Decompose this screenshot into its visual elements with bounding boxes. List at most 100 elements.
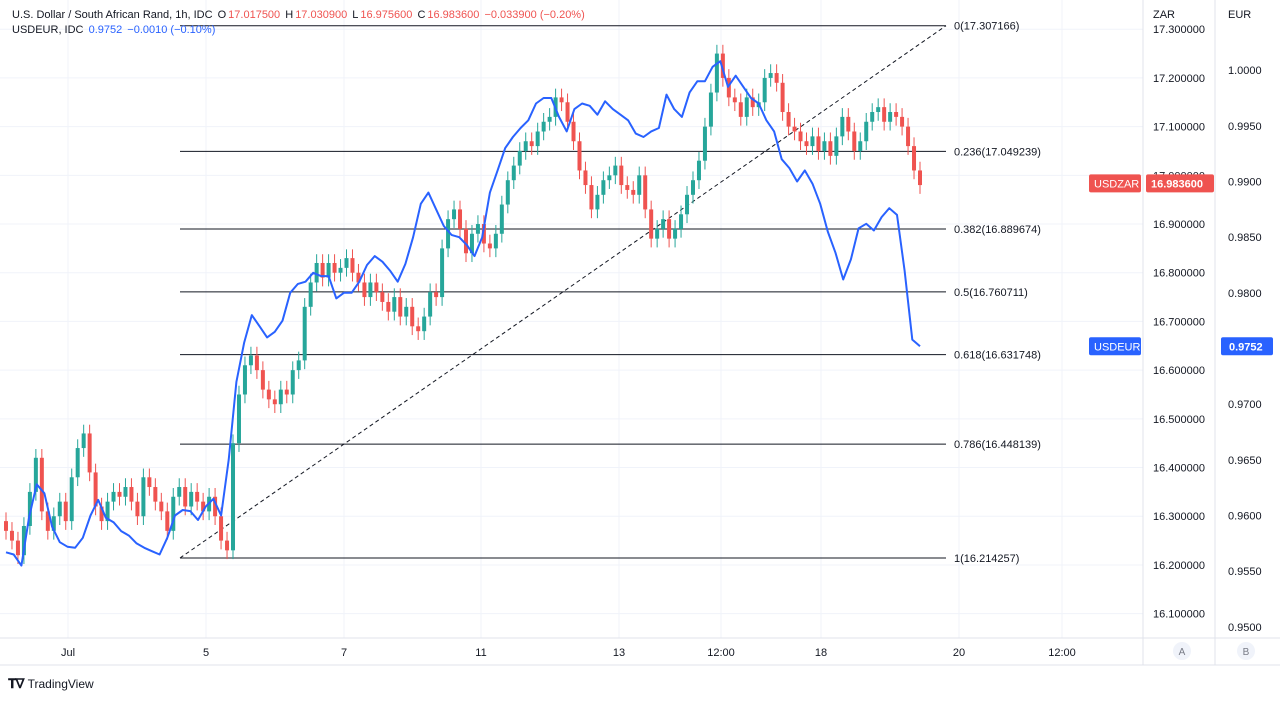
candle-body: [906, 126, 911, 147]
usdzar-price-bg: [1146, 174, 1214, 193]
x-tick-label: 12:00: [707, 647, 735, 659]
brand-name: TradingView: [27, 677, 94, 691]
candle-body: [314, 262, 319, 283]
usdeur-tag-label: USDEUR: [1094, 341, 1141, 353]
candle-body: [159, 501, 164, 512]
candle-body: [272, 399, 277, 405]
candle-body: [912, 146, 917, 171]
candle-body: [278, 389, 283, 405]
candle-body: [398, 297, 403, 317]
candle-body: [201, 501, 206, 512]
candle-body: [284, 389, 289, 395]
open-label: O: [217, 9, 227, 21]
candle-body: [356, 272, 361, 283]
axis-scale-button-label[interactable]: A: [1179, 647, 1186, 658]
right-axis-tick: 16.400000: [1153, 463, 1205, 475]
fib-level-label: 1(16.214257): [954, 553, 1019, 565]
candle-body: [320, 262, 325, 278]
candle-body: [750, 97, 755, 108]
candle-body: [744, 97, 749, 117]
candle-body: [732, 97, 737, 103]
candle-body: [816, 136, 821, 151]
candle-body: [828, 141, 833, 156]
candle-body: [111, 491, 116, 502]
x-tick-label: 11: [475, 647, 486, 659]
candle-body: [804, 141, 809, 147]
candle-body: [9, 530, 14, 541]
far-right-axis-tick: 0.9800: [1228, 288, 1262, 300]
axis-scale-button-label[interactable]: B: [1243, 647, 1250, 658]
candle-body: [517, 150, 522, 166]
candle-body: [428, 292, 433, 317]
candle-body: [332, 262, 337, 273]
candle-body: [51, 516, 56, 531]
right-axis-tick: 16.300000: [1153, 511, 1205, 523]
fib-level-label: 0(17.307166): [954, 21, 1019, 33]
candle-body: [667, 219, 672, 239]
low-value: 16.975600: [360, 9, 413, 21]
candle-body: [236, 394, 241, 444]
candle-body: [446, 219, 451, 249]
candle-body: [625, 185, 630, 190]
candle-body: [822, 141, 827, 151]
axis-scale-button[interactable]: [1173, 642, 1191, 660]
candle-body: [601, 180, 606, 195]
right-axis-tick: 16.500000: [1153, 414, 1205, 426]
candle-body: [780, 82, 785, 113]
candle-body: [27, 491, 32, 526]
candle-body: [589, 185, 594, 210]
candle-body: [499, 204, 504, 234]
candle-body: [894, 112, 899, 117]
candle-body: [661, 219, 666, 229]
usdzar-tag-label: USDZAR: [1094, 178, 1139, 190]
open-value: 17.017500: [228, 9, 281, 21]
candle-body: [344, 258, 349, 268]
usdeur-tag-bg: [1089, 337, 1141, 356]
tradingview-logo-icon: 𝐓∇: [8, 676, 25, 691]
far-right-axis-tick: 0.9500: [1228, 622, 1262, 634]
candle-body: [607, 175, 612, 181]
x-tick-label: 7: [341, 647, 347, 659]
candle-body: [129, 487, 134, 502]
candle-body: [374, 282, 379, 293]
candle-body: [39, 457, 44, 512]
candle-body: [918, 170, 922, 186]
candle-body: [302, 306, 307, 361]
candle-body: [708, 92, 713, 127]
compare-value: 0.9752: [88, 24, 123, 36]
candle-body: [673, 228, 678, 239]
candle-body: [655, 228, 660, 239]
x-tick-label: 5: [203, 647, 209, 659]
candle-body: [57, 501, 62, 517]
candle-body: [69, 477, 74, 522]
candle-body: [290, 370, 295, 395]
candle-body: [440, 248, 445, 298]
fib-trend-line: [179, 25, 947, 559]
high-value: 17.030900: [295, 9, 348, 21]
x-tick-label: 12:00: [1048, 647, 1076, 659]
usdeur-line: [5, 60, 921, 567]
candle-body: [696, 160, 701, 181]
candle-body: [195, 491, 200, 502]
candle-body: [505, 180, 510, 205]
far-right-axis-unit: EUR: [1228, 9, 1251, 21]
candle-body: [242, 365, 247, 395]
footer-branding[interactable]: 𝐓∇ TradingView: [8, 676, 94, 692]
x-tick-label: 18: [815, 647, 827, 659]
right-axis-tick: 17.100000: [1153, 122, 1205, 134]
candle-body: [87, 433, 92, 473]
candle-body: [45, 511, 50, 531]
candle-body: [786, 112, 791, 127]
candle-body: [852, 131, 857, 151]
candle-body: [643, 175, 648, 210]
axis-scale-button[interactable]: [1237, 642, 1255, 660]
candle-body: [165, 511, 170, 531]
candle-body: [595, 194, 600, 210]
candle-body: [338, 267, 343, 273]
high-label: H: [285, 9, 294, 21]
x-tick-label: 20: [953, 647, 965, 659]
candle-body: [177, 487, 182, 497]
right-axis-tick: 16.600000: [1153, 365, 1205, 377]
